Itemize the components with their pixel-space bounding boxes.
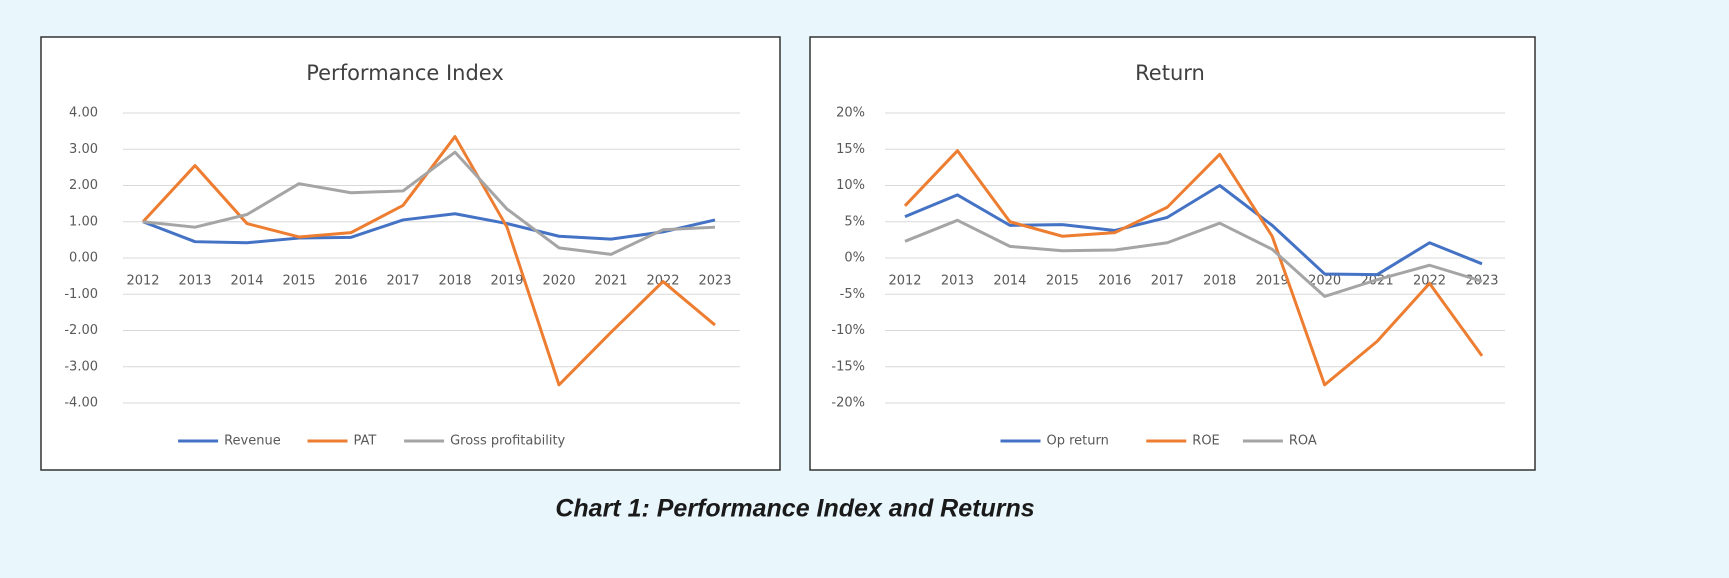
y-tick-label: 15% xyxy=(836,142,865,157)
series-line xyxy=(904,184,1483,277)
x-tick-label: 2017 xyxy=(386,274,419,289)
x-tick-label: 2016 xyxy=(1098,274,1131,289)
x-tick-label: 2014 xyxy=(993,274,1026,289)
x-tick-label: 2022 xyxy=(1413,274,1446,289)
y-tick-label: -15% xyxy=(831,359,865,374)
y-tick-label: -4.00 xyxy=(64,396,98,411)
chart-frame xyxy=(809,36,1536,471)
x-tick-label: 2015 xyxy=(282,274,315,289)
legend-label: Gross profitability xyxy=(450,434,565,449)
x-tick-label: 2018 xyxy=(438,274,471,289)
x-tick-label: 2021 xyxy=(594,274,627,289)
x-tick-label: 2020 xyxy=(542,274,575,289)
chart-title: Return xyxy=(1135,61,1205,85)
x-tick-label: 2012 xyxy=(888,274,921,289)
x-tick-label: 2019 xyxy=(1256,274,1289,289)
x-tick-label: 2013 xyxy=(178,274,211,289)
y-tick-label: 20% xyxy=(836,106,865,121)
chart-frame xyxy=(40,36,781,471)
x-tick-label: 2012 xyxy=(126,274,159,289)
x-tick-label: 2018 xyxy=(1203,274,1236,289)
caption: Chart 1: Performance Index and Returns xyxy=(555,495,1034,523)
x-tick-label: 2016 xyxy=(334,274,367,289)
y-tick-label: -2.00 xyxy=(64,323,98,338)
y-tick-label: 0.00 xyxy=(69,251,98,266)
x-tick-label: 2020 xyxy=(1308,274,1341,289)
y-tick-label: 4.00 xyxy=(69,106,98,121)
y-tick-label: -5% xyxy=(840,287,865,302)
x-tick-label: 2019 xyxy=(490,274,523,289)
y-tick-label: -10% xyxy=(831,323,865,338)
x-tick-label: 2017 xyxy=(1151,274,1184,289)
y-tick-label: 2.00 xyxy=(69,178,98,193)
y-tick-label: -1.00 xyxy=(64,287,98,302)
series-line xyxy=(904,218,1483,298)
y-tick-label: 5% xyxy=(844,214,865,229)
series-line xyxy=(142,150,716,256)
y-tick-label: 0% xyxy=(844,251,865,266)
legend-label: Revenue xyxy=(224,434,281,449)
y-tick-label: -3.00 xyxy=(64,359,98,374)
legend-label: PAT xyxy=(354,434,377,449)
x-tick-label: 2023 xyxy=(698,274,731,289)
y-tick-label: 1.00 xyxy=(69,214,98,229)
legend-label: Op return xyxy=(1047,434,1109,449)
legend-label: ROE xyxy=(1192,434,1219,449)
series-line xyxy=(142,212,716,245)
x-tick-label: 2013 xyxy=(941,274,974,289)
chart-title: Performance Index xyxy=(306,61,504,85)
x-tick-label: 2015 xyxy=(1046,274,1079,289)
y-tick-label: 10% xyxy=(836,178,865,193)
legend-label: ROA xyxy=(1289,434,1317,449)
x-tick-label: 2014 xyxy=(230,274,263,289)
y-tick-label: -20% xyxy=(831,396,865,411)
y-tick-label: 3.00 xyxy=(69,142,98,157)
series-line xyxy=(903,149,1484,387)
